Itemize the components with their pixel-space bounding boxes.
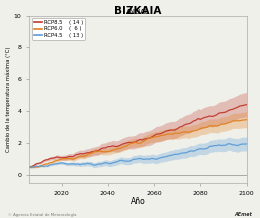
Title: BIZKAIA: BIZKAIA [114, 5, 162, 15]
Text: © Agencia Estatal de Meteorología: © Agencia Estatal de Meteorología [8, 213, 76, 217]
Legend: RCP8.5    ( 14 ), RCP6.0    (  6 ), RCP4.5    ( 13 ): RCP8.5 ( 14 ), RCP6.0 ( 6 ), RCP4.5 ( 13… [32, 18, 85, 39]
Text: AEmet: AEmet [234, 212, 252, 217]
Y-axis label: Cambio de la temperatura máxima (°C): Cambio de la temperatura máxima (°C) [5, 46, 11, 152]
Text: ANUAL: ANUAL [126, 9, 150, 15]
X-axis label: Año: Año [131, 197, 145, 206]
